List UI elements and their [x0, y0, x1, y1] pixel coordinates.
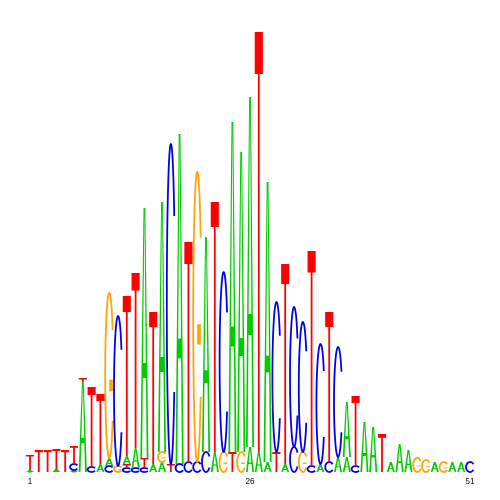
letter-t-pos-22-1 — [210, 202, 219, 452]
letter-a-pos-30-0 — [281, 464, 290, 472]
letter-g-pos-48-0 — [438, 461, 448, 473]
letter-g-pos-11-0 — [113, 465, 123, 473]
letter-t-pos-29-0 — [272, 452, 281, 472]
letter-t-pos-4-1 — [52, 449, 61, 469]
letter-a-pos-26-1 — [245, 97, 255, 447]
letter-g-pos-20-1 — [192, 171, 202, 463]
position-axis: 1 26 51 — [28, 477, 475, 486]
letter-a-pos-27-0 — [254, 452, 263, 472]
letter-a-pos-39-0 — [360, 422, 369, 472]
letter-a-pos-1-0 — [25, 470, 35, 473]
letter-a-pos-16-0 — [157, 462, 167, 472]
letter-t-pos-7-1 — [78, 378, 87, 382]
letter-t-pos-5-0 — [61, 450, 70, 472]
letter-c-pos-14-0 — [139, 467, 149, 473]
letter-c-pos-38-0 — [350, 465, 360, 473]
letter-a-pos-37-1 — [342, 402, 351, 457]
letter-a-pos-4-0 — [52, 469, 61, 472]
letter-a-pos-47-0 — [430, 462, 439, 472]
letter-a-pos-10-1 — [105, 458, 114, 466]
letter-a-pos-7-0 — [78, 382, 87, 472]
letter-c-pos-29-1 — [271, 301, 281, 453]
letter-t-pos-17-0 — [166, 464, 175, 472]
letter-c-pos-11-1 — [113, 315, 123, 467]
letter-c-pos-8-0 — [86, 466, 96, 473]
letter-a-pos-12-2 — [122, 456, 131, 464]
letter-a-pos-25-1 — [237, 152, 246, 452]
letter-c-pos-19-0 — [183, 461, 193, 473]
letter-t-pos-30-1 — [281, 264, 290, 464]
letter-c-pos-18-0 — [174, 463, 184, 473]
letter-a-pos-26-0 — [245, 447, 255, 472]
letter-c-pos-34-1 — [315, 343, 325, 465]
letter-t-pos-6-2 — [69, 446, 79, 464]
letter-t-pos-9-1 — [96, 394, 105, 464]
letter-t-pos-19-1 — [184, 242, 193, 462]
letter-a-pos-16-2 — [157, 202, 167, 452]
letter-c-pos-17-1 — [165, 143, 176, 465]
letter-c-pos-33-0 — [306, 465, 316, 473]
letter-c-pos-36-1 — [333, 346, 343, 458]
letter-c-pos-35-0 — [324, 461, 334, 473]
letter-a-pos-15-0 — [149, 464, 158, 472]
letter-a-pos-24-1 — [228, 122, 237, 452]
letter-a-pos-49-0 — [448, 462, 457, 472]
letter-t-pos-13-2 — [131, 273, 140, 448]
letter-a-pos-6-0 — [69, 470, 79, 473]
tick-label: 26 — [246, 477, 255, 486]
letter-t-pos-27-1 — [254, 32, 263, 452]
letter-t-pos-15-1 — [149, 312, 158, 464]
letter-t-pos-2-0 — [34, 450, 43, 472]
letter-c-pos-31-0 — [289, 446, 299, 473]
letter-c-pos-21-0 — [201, 451, 211, 473]
letter-a-pos-44-0 — [404, 450, 413, 472]
letter-g-pos-25-0 — [236, 451, 246, 473]
letter-t-pos-12-1 — [122, 464, 131, 468]
letter-g-pos-32-0 — [297, 451, 308, 473]
letter-a-pos-36-0 — [333, 457, 343, 472]
letter-a-pos-22-0 — [210, 452, 219, 472]
letter-t-pos-35-1 — [325, 312, 334, 462]
letter-c-pos-32-1 — [297, 321, 308, 453]
letter-c-pos-20-0 — [192, 461, 202, 473]
tick-label: 1 — [28, 477, 33, 486]
letter-t-pos-38-1 — [351, 396, 360, 466]
letter-t-pos-14-1 — [140, 458, 149, 468]
letter-a-pos-34-0 — [316, 464, 325, 472]
letter-a-pos-13-1 — [131, 448, 140, 468]
letter-c-pos-51-0 — [465, 461, 475, 473]
letter-g-pos-16-1 — [157, 451, 167, 463]
letter-c-pos-31-1 — [289, 306, 299, 448]
letter-t-pos-1-1 — [25, 455, 35, 470]
letter-c-pos-13-0 — [130, 467, 140, 473]
letter-t-pos-3-0 — [43, 450, 52, 472]
letter-a-pos-40-0 — [369, 427, 378, 472]
letter-t-pos-12-3 — [122, 296, 131, 456]
letter-a-pos-14-2 — [140, 208, 149, 458]
letter-c-pos-6-1 — [69, 463, 79, 471]
letter-g-pos-10-2 — [104, 292, 114, 459]
letter-t-pos-8-1 — [87, 387, 96, 467]
letter-a-pos-37-0 — [342, 457, 351, 472]
letter-a-pos-9-0 — [96, 464, 105, 472]
letter-a-pos-28-0 — [263, 462, 272, 472]
letter-g-pos-23-0 — [218, 451, 228, 473]
letter-a-pos-21-1 — [201, 237, 211, 452]
letter-a-pos-50-0 — [457, 462, 466, 472]
letter-a-pos-43-0 — [395, 444, 404, 472]
letter-c-pos-12-0 — [121, 467, 131, 473]
letter-c-pos-23-1 — [218, 271, 228, 453]
letter-a-pos-42-0 — [386, 462, 395, 472]
tick-label: 51 — [466, 477, 475, 486]
letter-a-pos-28-1 — [263, 182, 272, 462]
letter-g-pos-45-0 — [412, 457, 422, 473]
letter-t-pos-41-0 — [377, 434, 387, 472]
letter-t-pos-24-0 — [228, 452, 237, 472]
logo-stacks — [25, 32, 475, 473]
letter-a-pos-18-1 — [175, 134, 184, 464]
letter-t-pos-33-1 — [307, 251, 316, 466]
letter-g-pos-46-0 — [421, 459, 431, 473]
letter-c-pos-10-0 — [104, 465, 114, 473]
